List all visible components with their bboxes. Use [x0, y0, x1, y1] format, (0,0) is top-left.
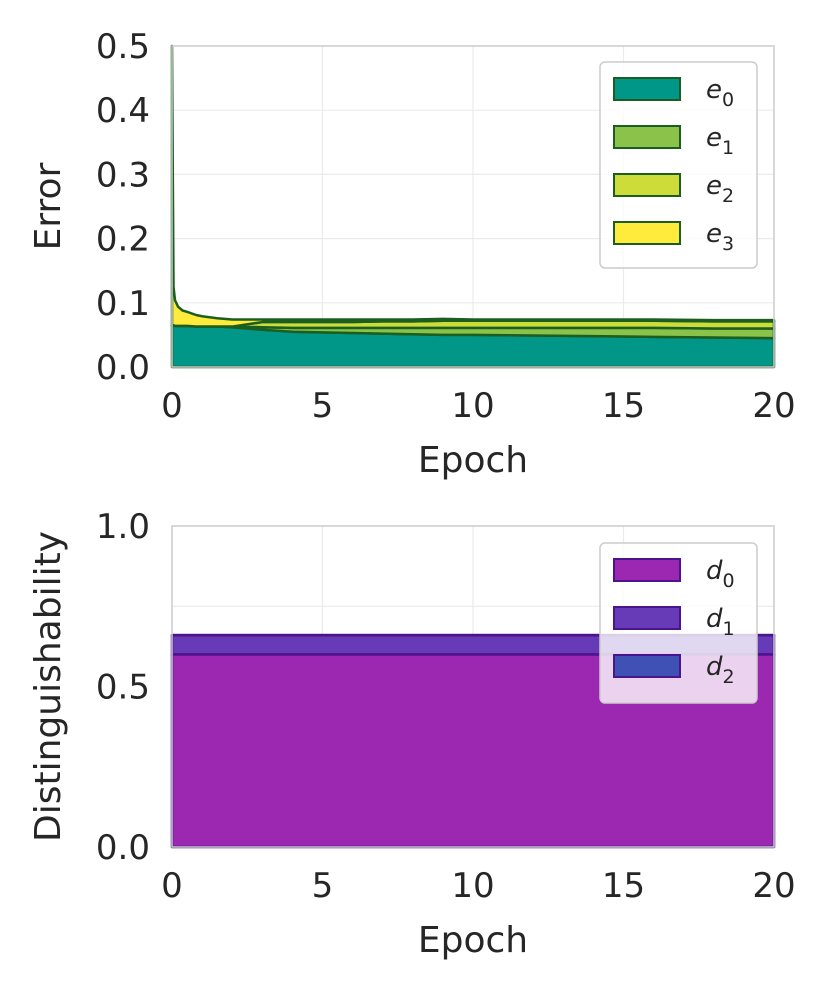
legend: d0 d1 d2 [599, 542, 758, 704]
y-tick-label: 0.1 [96, 284, 150, 324]
y-tick-label: 0.0 [96, 348, 150, 388]
x-tick-label: 20 [752, 866, 795, 906]
y-axis-label: Distinguishability [28, 531, 69, 842]
legend-swatch-e1 [613, 125, 681, 149]
legend-label-e0: e0 [706, 75, 734, 111]
distinguishability-chart: 0 5 10 15 20 0.0 0.5 1.0 Epoch Distinguishability… [28, 507, 796, 961]
x-axis-label: Epoch [418, 440, 528, 481]
legend-box [599, 61, 758, 269]
y-tick-label: 0.5 [96, 668, 150, 708]
legend-swatch-d0 [613, 558, 681, 582]
x-tick-label: 0 [161, 386, 183, 426]
legend-label-d2: d2 [706, 652, 735, 688]
x-axis-label: Epoch [418, 920, 528, 961]
legend-swatch-d2 [613, 654, 681, 678]
legend-swatch-e0 [613, 77, 681, 101]
x-tick-label: 10 [451, 386, 494, 426]
legend-label-d1: d1 [706, 604, 735, 640]
x-tick-label: 20 [752, 386, 795, 426]
x-tick-label: 10 [451, 866, 494, 906]
y-tick-label: 1.0 [96, 507, 150, 547]
legend-swatch-d1 [613, 606, 681, 630]
y-tick-label: 0.5 [96, 27, 150, 67]
legend-label-e3: e3 [706, 219, 734, 255]
x-tick-label: 5 [312, 386, 334, 426]
error-chart: 0 5 10 15 20 0.0 0.1 0.2 0.3 0.4 0.5 Epoch Error e0 e1… [28, 27, 796, 481]
x-tick-label: 0 [161, 866, 183, 906]
y-tick-label: 0.3 [96, 155, 150, 195]
y-tick-label: 0.0 [96, 828, 150, 868]
legend-swatch-e3 [613, 221, 681, 245]
legend: e0 e1 e2 e3 [599, 61, 758, 269]
plot-frame [171, 45, 775, 368]
plot-frame [171, 525, 775, 848]
legend-label-e1: e1 [706, 123, 734, 159]
legend-label-e2: e2 [706, 171, 734, 207]
x-tick-label: 15 [602, 386, 645, 426]
x-tick-label: 15 [602, 866, 645, 906]
x-tick-label: 5 [312, 866, 334, 906]
y-tick-label: 0.4 [96, 91, 150, 131]
y-tick-label: 0.2 [96, 220, 150, 260]
legend-label-d0: d0 [706, 556, 735, 592]
legend-swatch-e2 [613, 173, 681, 197]
y-axis-label: Error [28, 162, 69, 250]
